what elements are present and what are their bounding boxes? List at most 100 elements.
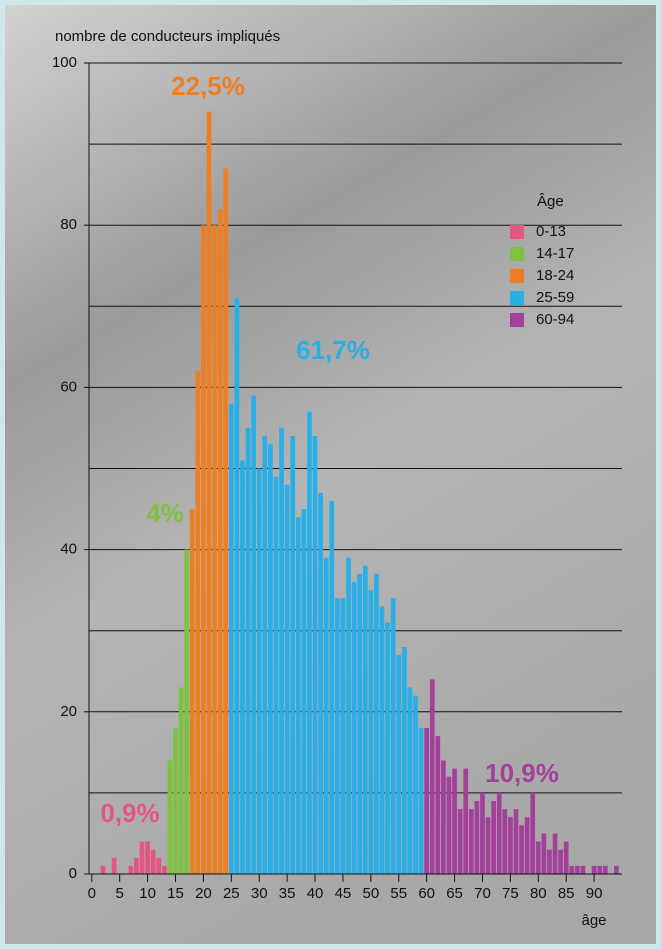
bar	[592, 866, 597, 874]
bar	[329, 501, 334, 874]
bar	[424, 728, 429, 874]
legend-label: 0-13	[536, 223, 566, 240]
bar	[553, 833, 558, 874]
annotation: 61,7%	[296, 335, 370, 365]
bar	[486, 817, 491, 874]
bar	[218, 209, 223, 874]
x-tick-label: 55	[390, 885, 407, 902]
bar	[335, 598, 340, 874]
bar	[341, 598, 346, 874]
bar	[363, 566, 368, 874]
bar	[542, 833, 547, 874]
bar	[296, 517, 301, 874]
bar	[156, 858, 161, 874]
bar	[140, 842, 145, 874]
bar	[458, 809, 463, 874]
bar	[497, 793, 502, 874]
bar	[352, 582, 357, 874]
bar	[229, 404, 234, 874]
y-tick-label: 20	[60, 703, 77, 720]
legend-swatch	[510, 269, 524, 283]
bar	[290, 436, 295, 874]
bar	[101, 866, 106, 874]
y-tick-label: 60	[60, 378, 77, 395]
bar	[207, 112, 212, 874]
bar	[201, 225, 206, 874]
y-tick-label: 40	[60, 541, 77, 558]
bar	[447, 777, 452, 874]
y-axis-label: nombre de conducteurs impliqués	[55, 28, 280, 45]
bar	[112, 858, 117, 874]
bar	[419, 728, 424, 874]
bar	[614, 866, 619, 874]
bar	[307, 412, 312, 874]
bar	[530, 793, 535, 874]
x-tick-label: 10	[139, 885, 156, 902]
bar	[262, 436, 267, 874]
bar	[357, 574, 362, 874]
x-tick-label: 40	[307, 885, 324, 902]
bar	[575, 866, 580, 874]
y-tick-label: 0	[69, 865, 77, 882]
bar	[581, 866, 586, 874]
bar	[346, 558, 351, 874]
x-tick-label: 85	[558, 885, 575, 902]
bar	[391, 598, 396, 874]
bar	[408, 687, 413, 874]
bar	[251, 396, 256, 874]
bar	[279, 428, 284, 874]
annotation: 4%	[146, 498, 184, 528]
bar	[190, 509, 195, 874]
x-tick-label: 60	[418, 885, 435, 902]
bar	[313, 436, 318, 874]
bar	[469, 809, 474, 874]
bar	[168, 760, 173, 874]
bar	[597, 866, 602, 874]
x-tick-label: 5	[116, 885, 124, 902]
legend-swatch	[510, 291, 524, 305]
x-tick-label: 35	[279, 885, 296, 902]
x-tick-label: 80	[530, 885, 547, 902]
bar	[502, 809, 507, 874]
bar	[508, 817, 513, 874]
bar	[558, 850, 563, 874]
bar	[285, 485, 290, 874]
bar	[491, 801, 496, 874]
annotation: 22,5%	[171, 71, 245, 101]
bar	[525, 817, 530, 874]
x-tick-label: 70	[474, 885, 491, 902]
bar	[195, 371, 200, 874]
bar	[452, 769, 457, 874]
bar	[380, 606, 385, 874]
bar	[268, 444, 273, 874]
bar	[184, 550, 189, 874]
bar	[396, 655, 401, 874]
legend-swatch	[510, 225, 524, 239]
bar	[435, 736, 440, 874]
bar	[480, 793, 485, 874]
x-tick-label: 25	[223, 885, 240, 902]
bar	[246, 428, 251, 874]
x-tick-label: 75	[502, 885, 519, 902]
bar	[173, 728, 178, 874]
legend-swatch	[510, 247, 524, 261]
bar	[547, 850, 552, 874]
x-tick-label: 45	[335, 885, 352, 902]
x-tick-label: 0	[88, 885, 96, 902]
bar	[441, 760, 446, 874]
bar	[240, 460, 245, 874]
annotation: 10,9%	[485, 758, 559, 788]
x-tick-label: 20	[195, 885, 212, 902]
legend-label: 14-17	[536, 245, 574, 262]
bar	[369, 590, 374, 874]
x-axis-label: âge	[581, 912, 606, 929]
bar	[134, 858, 139, 874]
bar	[569, 866, 574, 874]
x-tick-label: 65	[446, 885, 463, 902]
x-tick-label: 50	[363, 885, 380, 902]
bar	[402, 647, 407, 874]
bar	[413, 696, 418, 874]
legend-label: 60-94	[536, 311, 574, 328]
bar	[318, 493, 323, 874]
bar	[564, 842, 569, 874]
